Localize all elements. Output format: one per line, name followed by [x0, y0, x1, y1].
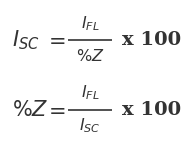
Text: $\%Z$: $\%Z$ — [12, 100, 49, 120]
Text: $I_{SC}$: $I_{SC}$ — [12, 29, 40, 52]
Text: $I_{FL}$: $I_{FL}$ — [81, 14, 100, 33]
Text: $=$: $=$ — [44, 100, 65, 120]
Text: x 100: x 100 — [122, 31, 181, 49]
Text: $I_{FL}$: $I_{FL}$ — [81, 84, 100, 102]
Text: $I_{SC}$: $I_{SC}$ — [79, 117, 101, 136]
Text: $\%Z$: $\%Z$ — [76, 48, 104, 65]
Text: x 100: x 100 — [122, 101, 181, 119]
Text: $=$: $=$ — [44, 30, 65, 50]
